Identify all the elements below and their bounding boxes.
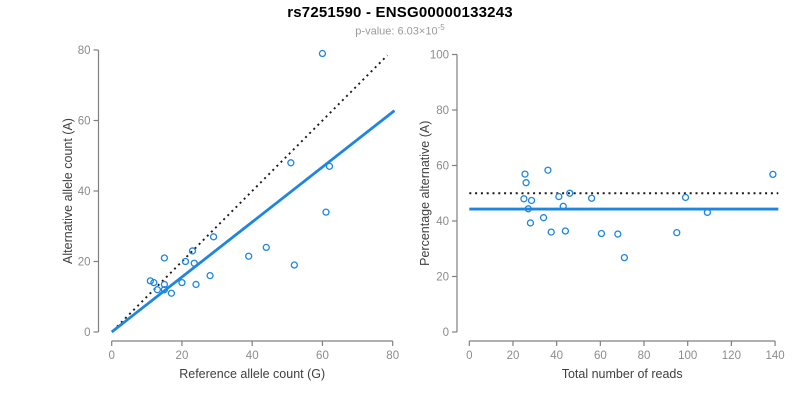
y-tick-label: 60 xyxy=(78,116,91,128)
data-point xyxy=(160,254,169,262)
y-tick-label: 20 xyxy=(78,257,91,269)
data-point xyxy=(559,202,567,210)
data-point xyxy=(521,170,529,178)
x-tick-label: 100 xyxy=(678,350,697,362)
data-point xyxy=(181,257,190,266)
data-point xyxy=(539,214,548,222)
p-value-exponent: -5 xyxy=(437,23,445,32)
page-title: rs7251590 - ENSG00000133243 xyxy=(287,4,513,21)
data-point xyxy=(597,229,606,238)
data-point xyxy=(526,219,535,227)
data-point xyxy=(178,278,186,287)
x-tick-label: 20 xyxy=(507,350,520,362)
y-tick-label: 20 xyxy=(436,272,449,284)
data-point xyxy=(160,286,169,294)
data-point xyxy=(524,205,532,213)
data-point xyxy=(318,49,327,58)
y-tick-label: 40 xyxy=(436,216,449,228)
x-tick-label: 40 xyxy=(550,350,563,362)
data-point xyxy=(325,162,334,170)
x-tick-label: 120 xyxy=(722,350,741,362)
data-point xyxy=(192,280,200,289)
data-point xyxy=(587,194,596,202)
percentage-alternative-panel: 0 20 40 60 80 100 120 140 Total number of reads 0… xyxy=(418,50,785,382)
data-point xyxy=(681,193,690,202)
data-point xyxy=(322,208,330,216)
y-tick-label: 60 xyxy=(436,161,449,173)
y-tick-label: 0 xyxy=(84,327,90,339)
x-axis-title: Reference allele count (G) xyxy=(179,367,325,381)
x-tick-label: 40 xyxy=(246,350,259,362)
y-tick-label: 80 xyxy=(436,105,449,117)
data-point xyxy=(769,170,777,179)
x-axis-title: Total number of reads xyxy=(562,367,683,381)
y-tick-label: 0 xyxy=(443,327,449,339)
identity-line xyxy=(116,54,389,328)
y-tick-label: 100 xyxy=(430,50,449,62)
x-tick-label: 80 xyxy=(638,350,651,362)
data-point xyxy=(290,261,299,269)
data-point xyxy=(566,189,574,197)
x-tick-label: 60 xyxy=(316,350,329,362)
data-point xyxy=(620,253,629,262)
x-tick-label: 60 xyxy=(594,350,607,362)
data-point xyxy=(614,230,622,238)
data-point xyxy=(160,280,169,289)
data-point xyxy=(245,252,253,260)
x-tick-label: 0 xyxy=(108,350,114,362)
p-value-base: p-value: 6.03×10 xyxy=(355,25,438,38)
x-tick-label: 20 xyxy=(176,350,189,362)
data-point xyxy=(703,208,712,217)
data-point xyxy=(262,243,270,252)
data-point xyxy=(673,229,681,237)
data-point xyxy=(527,196,536,205)
data-point xyxy=(146,277,154,285)
data-point xyxy=(150,278,158,287)
data-point xyxy=(522,179,530,187)
data-point xyxy=(190,259,198,267)
data-point xyxy=(167,289,176,297)
data-point xyxy=(520,195,528,203)
data-point xyxy=(544,166,552,174)
data-point xyxy=(206,271,214,280)
figure-header: rs7251590 - ENSG00000133243 p-value: 6.0… xyxy=(0,0,800,38)
p-value-subtitle: p-value: 6.03×10-5 xyxy=(0,23,800,38)
fit-line xyxy=(110,109,396,334)
y-tick-label: 80 xyxy=(78,45,91,57)
data-point xyxy=(561,227,570,235)
y-axis-title: Alternative allele count (A) xyxy=(61,118,75,264)
y-axis-title: Percentage alternative (A) xyxy=(418,121,432,266)
x-tick-label: 140 xyxy=(765,350,784,362)
data-point xyxy=(153,286,162,294)
data-point xyxy=(209,233,218,241)
y-tick-label: 40 xyxy=(78,186,91,198)
data-point xyxy=(555,192,563,201)
data-point xyxy=(188,247,197,255)
allele-counts-panel: 0 20 40 60 80 Reference allele count (G) 0 20 40… xyxy=(61,45,399,381)
x-tick-label: 0 xyxy=(466,350,472,362)
data-point xyxy=(287,159,295,167)
x-tick-label: 80 xyxy=(386,350,399,362)
data-point xyxy=(547,228,555,236)
